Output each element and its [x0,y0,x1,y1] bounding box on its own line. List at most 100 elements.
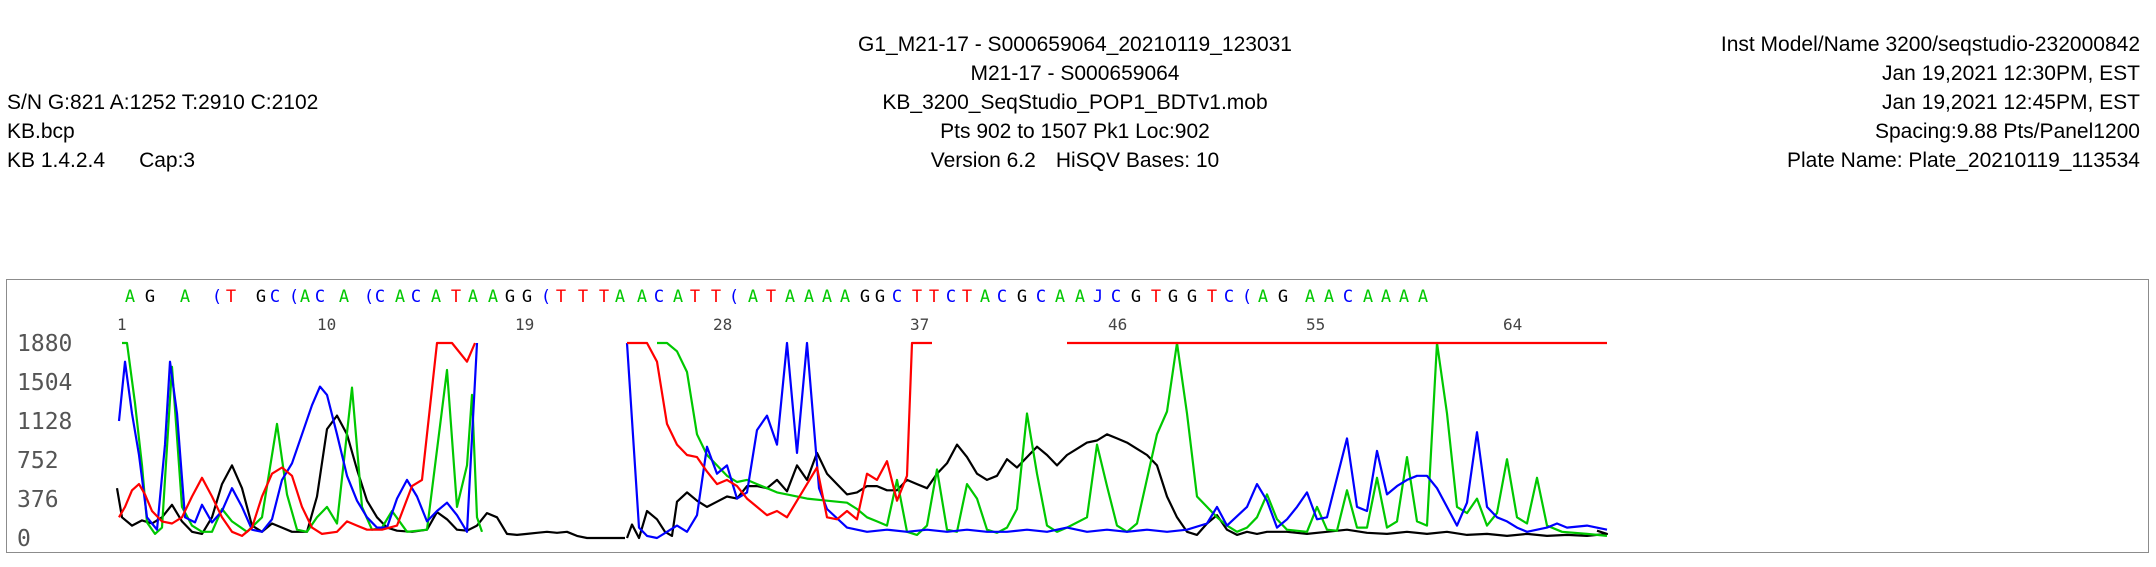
base-call: G [1131,287,1141,307]
y-tick-label: 1128 [17,409,72,435]
base-call: T [929,287,939,307]
base-call: A [125,287,135,307]
base-call: A [339,287,349,307]
base-call: G [505,287,515,307]
base-call: C [654,287,664,307]
base-call: A [822,287,832,307]
header-right: Inst Model/Name 3200/seqstudio-232000842… [1721,30,2140,175]
base-call: A [980,287,990,307]
base-call: T [451,287,461,307]
sample-file-name: G1_M21-17 - S000659064_20210119_123031 [858,33,1292,56]
run-end-date: Jan 19,2021 12:45PM, EST [1882,91,2140,114]
run-start-date: Jan 19,2021 12:30PM, EST [1882,62,2140,85]
base-call: C [411,287,421,307]
base-call: ( [729,287,739,307]
y-tick-label: 752 [17,448,59,474]
base-call: A [1399,287,1409,307]
base-call: A [1055,287,1065,307]
base-call: C [315,287,325,307]
base-call: A [637,287,647,307]
base-call: G [522,287,532,307]
hisqv-text: HiSQV Bases: 10 [1055,149,1220,172]
base-call: A [785,287,795,307]
basecaller-file-text: KB.bcp [7,120,75,143]
instrument-name: Inst Model/Name 3200/seqstudio-232000842 [1720,33,2140,56]
y-tick-label: 376 [17,487,59,513]
base-call: ( [364,287,374,307]
base-call: A [431,287,441,307]
base-call: G [1017,287,1027,307]
base-position-label: 28 [713,315,732,334]
electropherogram-panel: A G A(T G C(A C A(C A C A T A A G G(T T T A A C A T T(A T A A A A G G… [6,279,2149,553]
trace-layer [115,341,1609,540]
base-call: A [468,287,478,307]
base-call: A [1075,287,1085,307]
base-call: C [1224,287,1234,307]
base-call: ( [541,287,551,307]
kb-version-row: KB 1.4.2.4 Cap:3 [7,146,318,175]
base-call: A [615,287,625,307]
trace-T [118,341,1607,537]
base-call: T [226,287,236,307]
y-tick-label: 1880 [17,331,72,357]
base-position-label: 19 [515,315,534,334]
base-call: T [912,287,922,307]
base-call: G [256,287,266,307]
mobility-file-name: KB_3200_SeqStudio_POP1_BDTv1.mob [882,91,1268,114]
base-call: T [556,287,566,307]
base-call: T [578,287,588,307]
header-center: G1_M21-17 - S000659064_20210119_123031 M… [560,30,1590,175]
base-position-label: 37 [910,315,929,334]
version-row: Version 6.2 HiSQV Bases: 10 [560,146,1590,175]
base-call: G [1168,287,1178,307]
base-call: C [892,287,902,307]
base-call: A [1418,287,1428,307]
base-call: C [1111,287,1121,307]
electropherogram-chart: A G A(T G C(A C A(C A C A T A A G G(T T T A A C A T T(A T A A A A G G… [17,287,1609,552]
base-call-row: A G A(T G C(A C A(C A C A T A A G G(T T T A A C A T T(A T A A A A G G… [125,287,1428,307]
base-call: G [145,287,155,307]
base-call: T [1151,287,1161,307]
base-call: A [1363,287,1373,307]
base-call: C [375,287,385,307]
capillary-text: Cap:3 [139,149,196,172]
base-call: A [1324,287,1334,307]
base-position-row: 1 10 19 28 37 46 55 64 [117,315,1522,334]
kb-version-text: KB 1.4.2.4 [7,149,106,172]
version-text: Version 6.2 [930,149,1036,172]
y-axis-ticks: 0 376 752 1128 1504 1880 [17,331,72,552]
base-call: T [1207,287,1217,307]
base-call: A [180,287,190,307]
base-call: T [711,287,721,307]
base-position-label: 64 [1503,315,1522,334]
header-left: S/N G:821 A:1252 T:2910 C:2102 KB.bcp KB… [7,88,318,175]
base-call: T [599,287,609,307]
base-call: A [1305,287,1315,307]
base-call: G [1278,287,1288,307]
y-tick-label: 0 [17,526,31,552]
base-call: A [1381,287,1391,307]
base-call: C [1343,287,1353,307]
signal-strength-text: S/N G:821 A:1252 T:2910 C:2102 [7,91,319,114]
plate-name: Plate Name: Plate_20210119_113534 [1786,149,2140,172]
base-call: C [270,287,280,307]
base-call: T [962,287,972,307]
base-call: A [748,287,758,307]
base-position-label: 1 [117,315,127,334]
base-call: ( [1242,287,1252,307]
base-call: G [875,287,885,307]
base-call: C [946,287,956,307]
trace-A [122,341,1608,537]
base-call: A [673,287,683,307]
base-position-label: 55 [1306,315,1325,334]
base-call: G [860,287,870,307]
y-tick-label: 1504 [17,370,72,396]
base-call: A [840,287,850,307]
base-call: T [766,287,776,307]
base-call: ( [212,287,222,307]
base-call: ( [289,287,299,307]
base-call: A [1258,287,1268,307]
base-call: C [997,287,1007,307]
spacing-text: Spacing:9.88 Pts/Panel1200 [1874,120,2140,143]
base-call: A [395,287,405,307]
